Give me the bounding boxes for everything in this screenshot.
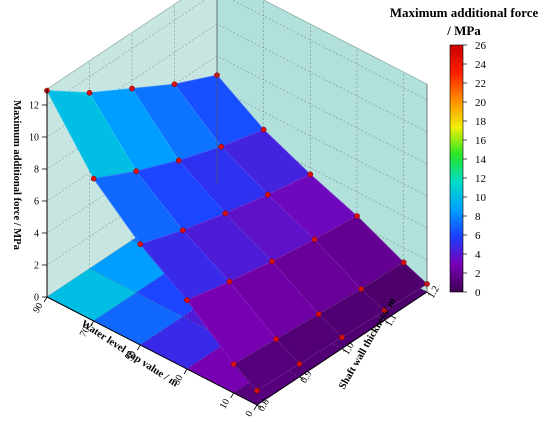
x-tick	[90, 320, 95, 327]
x-tick-label: 50	[124, 349, 139, 363]
z-tick-label: 6	[34, 197, 39, 208]
y-tick	[384, 319, 389, 324]
colorbar-tick-label: 26	[475, 40, 487, 52]
colorbar-title-line1: Maximum additional force	[390, 5, 539, 20]
x-tick-label: 90	[31, 301, 46, 315]
colorbar-title-line2: / MPa	[446, 23, 481, 38]
x-axis-line	[46, 296, 258, 406]
y-tick	[299, 376, 304, 381]
y-tick-label: 1.2	[426, 284, 442, 300]
colorbar-tick-label: 6	[475, 230, 481, 242]
data-point	[179, 227, 186, 234]
colorbar-tick-label: 12	[475, 173, 486, 185]
colorbar	[449, 44, 464, 293]
y-tick	[341, 348, 347, 352]
x-tick	[43, 296, 48, 303]
y-tick	[256, 404, 262, 409]
x-tick	[230, 392, 235, 399]
y-tick-label: 0.9	[299, 369, 315, 385]
data-point	[90, 175, 97, 182]
data-point	[400, 259, 407, 266]
grid-line-y	[89, 60, 300, 378]
colorbar-tick-label: 16	[475, 135, 487, 147]
z-tick-label: 8	[34, 165, 39, 176]
x-tick-label: 10	[218, 397, 233, 411]
colorbar-tick-label: 0	[475, 287, 481, 299]
data-point	[358, 286, 365, 292]
z-tick-label: 10	[29, 133, 39, 144]
colorbar-tick-label: 2	[475, 268, 481, 280]
data-point	[129, 85, 135, 92]
z-tick-label: 12	[29, 101, 39, 112]
data-point	[230, 361, 237, 368]
data-point	[254, 387, 260, 394]
grid-line-z	[46, 0, 428, 106]
z-axis-title: Maximum additional force / MPa	[11, 100, 22, 250]
data-point	[137, 241, 144, 248]
surface-mesh-line	[131, 88, 343, 338]
colorbar-tick-label: 20	[475, 97, 487, 109]
surface-mesh-line	[89, 92, 300, 365]
data-point	[381, 307, 388, 314]
data-point	[296, 361, 303, 367]
z-tick-label: 0	[34, 293, 39, 304]
surface-mesh-line	[46, 90, 258, 391]
data-point	[307, 171, 314, 178]
x-tick	[253, 404, 258, 411]
x-tick	[183, 368, 188, 375]
surface-mesh	[46, 74, 428, 392]
y-tick-label: 0.8	[256, 397, 272, 413]
axes: 0 2 4 6 8 10 12 0 10 30 50 70 90 0.8 0.9 1.0 1.1 1.2	[29, 0, 442, 419]
y-tick-label: 1.0	[341, 341, 357, 357]
data-point	[226, 278, 233, 285]
data-point	[175, 157, 182, 164]
x-tick-label: 0	[244, 409, 256, 419]
data-point	[133, 168, 140, 175]
surface-mesh-line	[174, 84, 385, 311]
colorbar-tick-label: 4	[475, 249, 481, 261]
colorbar-tick-label: 14	[475, 154, 487, 166]
data-point	[354, 213, 360, 219]
data-point	[339, 334, 345, 341]
data-point	[311, 236, 318, 243]
surface-mesh-line	[216, 75, 428, 285]
data-point	[264, 191, 271, 198]
z-tick-label: 4	[34, 229, 39, 240]
data-point	[273, 336, 280, 342]
data-point	[184, 297, 190, 304]
colorbar-tick-label: 8	[475, 211, 481, 223]
data-point	[86, 89, 93, 96]
data-point	[269, 258, 275, 265]
colorbar-tick-label: 24	[475, 59, 487, 71]
data-point	[171, 81, 178, 88]
y-tick-label: 1.1	[384, 312, 400, 328]
x-tick-label: 30	[171, 373, 186, 387]
x-tick	[136, 344, 141, 351]
grid-line-y	[131, 32, 343, 349]
data-point	[218, 143, 225, 150]
data-point	[315, 311, 322, 317]
data-point	[222, 210, 229, 217]
x-tick-label: 70	[78, 325, 93, 339]
y-tick	[426, 291, 432, 296]
colorbar-tick-label: 10	[475, 192, 487, 204]
colorbar-tick-label: 22	[475, 78, 486, 90]
data-point	[260, 126, 267, 133]
z-tick-label: 2	[34, 261, 39, 272]
colorbar-tick-label: 18	[475, 116, 487, 128]
